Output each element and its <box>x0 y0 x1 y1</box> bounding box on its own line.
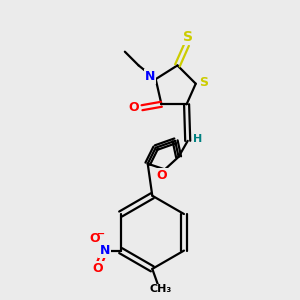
Text: O: O <box>89 232 100 244</box>
Text: H: H <box>194 134 202 144</box>
Text: CH₃: CH₃ <box>149 284 171 295</box>
Text: S: S <box>183 30 193 44</box>
Text: N: N <box>99 244 110 257</box>
Text: N: N <box>145 70 155 83</box>
Text: S: S <box>199 76 208 89</box>
Text: O: O <box>92 262 103 275</box>
Text: −: − <box>97 229 105 238</box>
Text: O: O <box>156 169 167 182</box>
Text: O: O <box>129 101 139 114</box>
